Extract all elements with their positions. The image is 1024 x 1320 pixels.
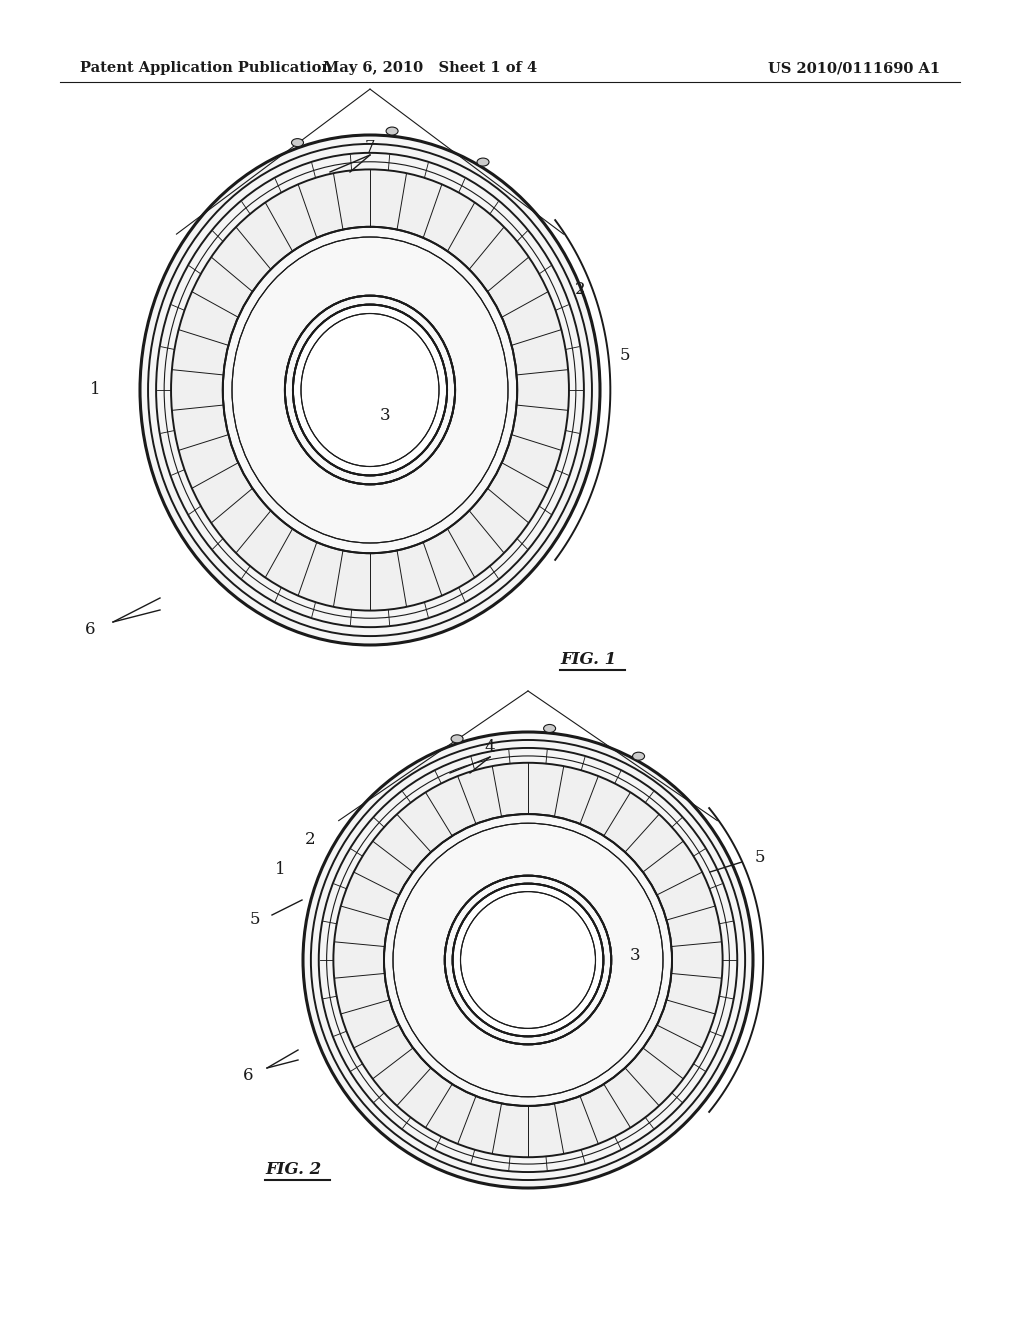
Text: 2: 2: [574, 281, 586, 298]
Ellipse shape: [477, 158, 489, 166]
Text: May 6, 2010   Sheet 1 of 4: May 6, 2010 Sheet 1 of 4: [323, 61, 537, 75]
Ellipse shape: [334, 763, 723, 1158]
Ellipse shape: [386, 127, 398, 135]
Text: Patent Application Publication: Patent Application Publication: [80, 61, 332, 75]
Ellipse shape: [633, 752, 644, 760]
Ellipse shape: [223, 227, 517, 553]
Ellipse shape: [232, 238, 508, 543]
Text: 3: 3: [380, 407, 390, 424]
Ellipse shape: [140, 135, 600, 645]
Text: US 2010/0111690 A1: US 2010/0111690 A1: [768, 61, 940, 75]
Ellipse shape: [384, 814, 672, 1106]
Ellipse shape: [171, 169, 569, 611]
Ellipse shape: [544, 725, 556, 733]
Ellipse shape: [303, 733, 753, 1188]
Text: 7: 7: [365, 139, 376, 156]
Ellipse shape: [452, 735, 463, 743]
Text: FIG. 1: FIG. 1: [560, 652, 616, 668]
Ellipse shape: [294, 306, 445, 474]
Text: FIG. 2: FIG. 2: [265, 1162, 322, 1179]
Ellipse shape: [223, 227, 517, 553]
Ellipse shape: [292, 139, 303, 147]
Text: 5: 5: [755, 850, 765, 866]
Text: 4: 4: [484, 739, 496, 756]
Ellipse shape: [393, 824, 663, 1097]
Ellipse shape: [454, 884, 602, 1035]
Text: 6: 6: [243, 1067, 253, 1084]
Ellipse shape: [384, 814, 672, 1106]
Text: 1: 1: [90, 381, 100, 399]
Text: 5: 5: [250, 912, 260, 928]
Text: 1: 1: [274, 862, 286, 879]
Text: 2: 2: [305, 832, 315, 849]
Text: 5: 5: [620, 346, 630, 363]
Text: 3: 3: [630, 946, 640, 964]
Text: 6: 6: [85, 622, 95, 639]
